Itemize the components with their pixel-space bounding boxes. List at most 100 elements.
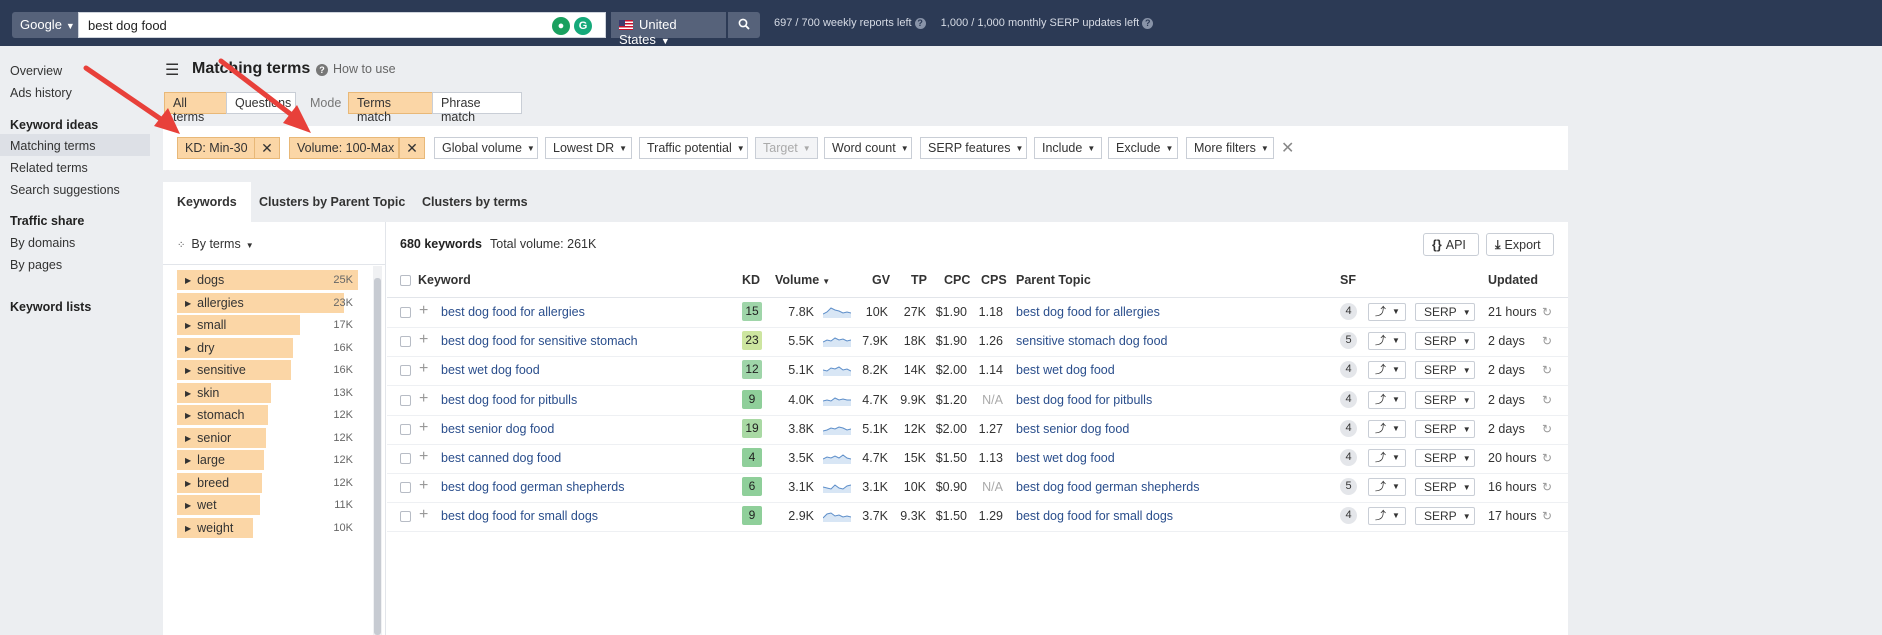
- keyword-link[interactable]: best dog food for sensitive stomach: [441, 334, 638, 349]
- sf-badge[interactable]: 5: [1340, 332, 1357, 350]
- trend-button[interactable]: ⤴ ▼: [1368, 361, 1406, 380]
- keyword-link[interactable]: best canned dog food: [441, 451, 562, 465]
- export-button[interactable]: ⤓ Export: [1486, 233, 1554, 256]
- row-checkbox[interactable]: [400, 365, 411, 377]
- volume-sparkline[interactable]: [823, 450, 851, 464]
- term-bar[interactable]: [177, 517, 253, 538]
- volume-sparkline[interactable]: [823, 421, 851, 435]
- parent-topic-link[interactable]: best dog food for allergies: [1016, 305, 1160, 319]
- col-kd[interactable]: KD: [742, 273, 761, 287]
- add-to-list-icon[interactable]: +: [419, 302, 429, 319]
- scrollbar-thumb[interactable]: [374, 278, 381, 635]
- keyword-link[interactable]: best dog food for pitbulls: [441, 392, 578, 407]
- serp-button[interactable]: SERP ▼: [1415, 303, 1475, 321]
- col-parent-topic[interactable]: Parent Topic: [1016, 273, 1091, 287]
- extension-icon[interactable]: ●: [552, 17, 570, 35]
- parent-topic-link[interactable]: best senior dog food: [1016, 421, 1130, 436]
- term-bar[interactable]: [177, 495, 260, 515]
- serp-button[interactable]: SERP ▼: [1415, 361, 1475, 380]
- terms-match-button[interactable]: Terms match: [348, 92, 433, 124]
- sf-badge[interactable]: 4: [1340, 303, 1357, 320]
- sidebar-item-ads-history[interactable]: Ads history: [10, 86, 72, 100]
- add-to-list-icon[interactable]: +: [419, 331, 429, 349]
- help-icon[interactable]: ?: [1142, 18, 1154, 29]
- more-filters-button[interactable]: More filters ▼: [1186, 137, 1274, 159]
- volume-sparkline[interactable]: [823, 362, 851, 377]
- by-terms-select[interactable]: ⁘ By terms ▼: [177, 237, 254, 251]
- volume-sparkline[interactable]: [823, 333, 851, 348]
- keyword-link[interactable]: best dog food for small dogs: [441, 509, 599, 524]
- refresh-icon[interactable]: ↻: [1542, 421, 1553, 436]
- row-checkbox[interactable]: [400, 482, 411, 494]
- refresh-icon[interactable]: ↻: [1542, 305, 1553, 319]
- term-label[interactable]: ▶ dogs: [185, 273, 224, 287]
- word-count-filter[interactable]: Word count ▼: [824, 137, 912, 159]
- term-bar[interactable]: [177, 405, 268, 425]
- parent-topic-link[interactable]: best dog food for small dogs: [1016, 509, 1174, 524]
- refresh-icon[interactable]: ↻: [1542, 363, 1553, 378]
- trend-button[interactable]: ⤴ ▼: [1368, 507, 1406, 526]
- serp-button[interactable]: SERP ▼: [1415, 390, 1475, 409]
- tab-clusters-parent-topic[interactable]: Clusters by Parent Topic: [259, 195, 406, 209]
- trend-button[interactable]: ⤴ ▼: [1368, 449, 1406, 467]
- col-gv[interactable]: GV: [872, 273, 891, 287]
- menu-icon[interactable]: ☰: [165, 62, 180, 79]
- row-checkbox[interactable]: [400, 423, 411, 435]
- row-checkbox[interactable]: [400, 394, 411, 406]
- trend-button[interactable]: ⤴ ▼: [1368, 390, 1406, 409]
- refresh-icon[interactable]: ↻: [1542, 334, 1553, 349]
- parent-topic-link[interactable]: best wet dog food: [1016, 363, 1115, 378]
- col-volume[interactable]: Volume ▼: [775, 273, 830, 287]
- term-bar[interactable]: [177, 450, 264, 470]
- term-bar[interactable]: [177, 337, 293, 358]
- term-label[interactable]: ▶ sensitive: [185, 363, 246, 377]
- add-to-list-icon[interactable]: +: [419, 448, 429, 465]
- volume-sparkline[interactable]: [823, 392, 851, 406]
- sf-badge[interactable]: 4: [1340, 361, 1357, 379]
- keyword-link[interactable]: best wet dog food: [441, 363, 540, 378]
- close-icon[interactable]: ✕: [399, 137, 425, 159]
- sidebar-item-by-domains[interactable]: By domains: [10, 236, 76, 250]
- term-bar[interactable]: [177, 270, 358, 290]
- trend-button[interactable]: ⤴ ▼: [1368, 419, 1406, 438]
- parent-topic-link[interactable]: best dog food german shepherds: [1016, 480, 1200, 495]
- serp-button[interactable]: SERP ▼: [1415, 419, 1475, 438]
- trend-button[interactable]: ⤴ ▼: [1368, 332, 1406, 351]
- term-bar[interactable]: [177, 472, 262, 493]
- col-keyword[interactable]: Keyword: [418, 273, 471, 287]
- refresh-icon[interactable]: ↻: [1542, 480, 1553, 495]
- clear-filters-icon[interactable]: ✕: [1281, 140, 1295, 157]
- sidebar-section-keyword-lists[interactable]: Keyword lists: [10, 300, 92, 314]
- sf-badge[interactable]: 4: [1340, 419, 1357, 437]
- serp-button[interactable]: SERP ▼: [1415, 449, 1475, 467]
- volume-filter[interactable]: Volume: 100-Max: [289, 137, 399, 159]
- parent-topic-link[interactable]: sensitive stomach dog food: [1016, 334, 1168, 349]
- term-label[interactable]: ▶ dry: [185, 341, 215, 355]
- add-to-list-icon[interactable]: +: [419, 477, 429, 495]
- sidebar-item-search-suggestions[interactable]: Search suggestions: [10, 183, 120, 197]
- row-checkbox[interactable]: [400, 453, 411, 464]
- col-sf[interactable]: SF: [1340, 273, 1356, 287]
- country-select[interactable]: United States ▼: [611, 12, 726, 47]
- term-label[interactable]: ▶ small: [185, 318, 226, 332]
- api-button[interactable]: {} API: [1423, 233, 1479, 256]
- refresh-icon[interactable]: ↻: [1542, 451, 1553, 465]
- volume-sparkline[interactable]: [823, 304, 851, 318]
- search-button[interactable]: [728, 12, 760, 38]
- tab-all-terms[interactable]: All terms: [164, 92, 227, 124]
- term-label[interactable]: ▶ senior: [185, 431, 231, 445]
- sf-badge[interactable]: 4: [1340, 390, 1357, 408]
- serp-button[interactable]: SERP ▼: [1415, 507, 1475, 526]
- term-bar[interactable]: [177, 382, 271, 403]
- add-to-list-icon[interactable]: +: [419, 360, 429, 378]
- parent-topic-link[interactable]: best dog food for pitbulls: [1016, 392, 1153, 407]
- serp-button[interactable]: SERP ▼: [1415, 332, 1475, 351]
- kd-filter[interactable]: KD: Min-30: [177, 137, 255, 159]
- refresh-icon[interactable]: ↻: [1542, 392, 1553, 407]
- phrase-match-button[interactable]: Phrase match: [432, 92, 522, 124]
- traffic-potential-filter[interactable]: Traffic potential ▼: [639, 137, 748, 159]
- serp-features-filter[interactable]: SERP features ▼: [920, 137, 1027, 159]
- term-label[interactable]: ▶ stomach: [185, 408, 244, 422]
- trend-button[interactable]: ⤴ ▼: [1368, 303, 1406, 321]
- row-checkbox[interactable]: [400, 336, 411, 348]
